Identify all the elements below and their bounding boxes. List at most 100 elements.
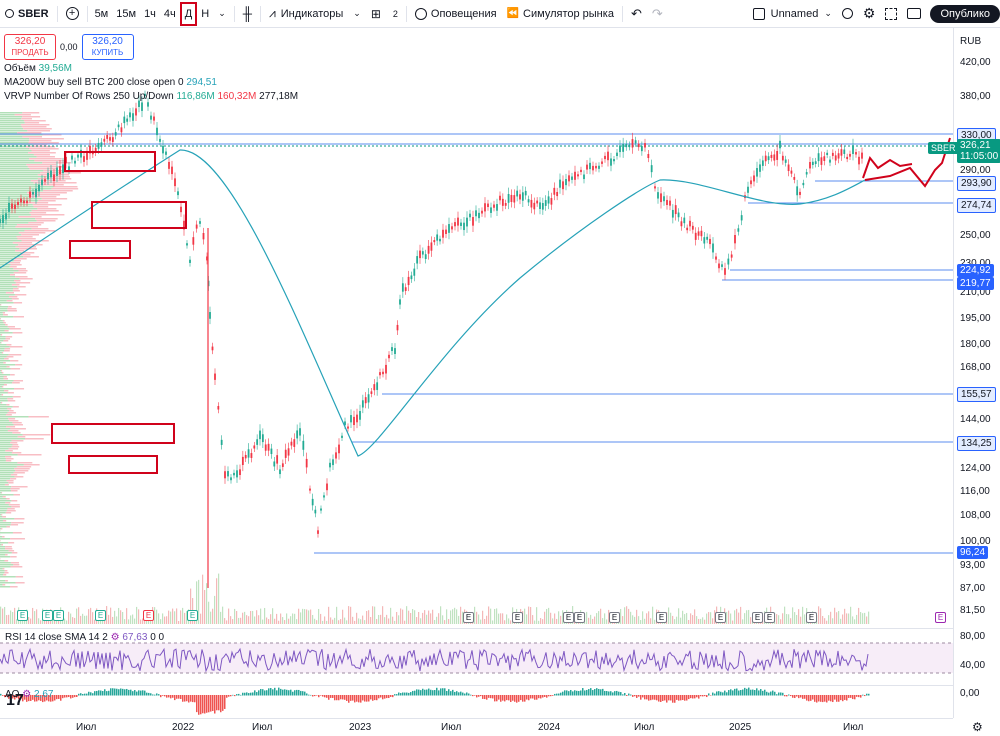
- ao-bar: [422, 688, 424, 696]
- rsi-pane[interactable]: RSI 14 close SMA 14 2 ⚙ 67,63 0 0: [0, 628, 953, 684]
- earnings-badge[interactable]: E: [143, 610, 154, 621]
- compare-button[interactable]: +: [61, 0, 84, 28]
- time-axis[interactable]: Июл 2022 Июл 2023 Июл 2024 Июл 2025 Июл: [0, 718, 953, 736]
- price-tick: 380,00: [960, 91, 991, 102]
- indicators-button[interactable]: ⩘ Индикаторы: [264, 0, 348, 28]
- timeframe-15m[interactable]: 15м: [116, 7, 137, 20]
- earnings-badge[interactable]: E: [53, 610, 64, 621]
- templates-button[interactable]: ⊞ 2: [366, 0, 403, 28]
- price-tick: 87,00: [960, 583, 986, 594]
- earnings-badge[interactable]: E: [764, 612, 775, 623]
- ao-bar: [372, 695, 374, 701]
- earnings-badge[interactable]: E: [95, 610, 106, 621]
- vrvp-legend[interactable]: VRVP Number Of Rows 250 Up/Down 116,86M …: [4, 91, 298, 102]
- earnings-badge[interactable]: E: [42, 610, 53, 621]
- settings-icon[interactable]: ⚙: [972, 720, 983, 734]
- candle-body: [296, 430, 299, 439]
- timeframe-day[interactable]: Д: [179, 1, 198, 26]
- timeframe-dropdown[interactable]: ⌄: [213, 0, 231, 28]
- earnings-badge[interactable]: E: [609, 612, 620, 623]
- quick-search-button[interactable]: [837, 0, 858, 28]
- chart-type-button[interactable]: ╫: [238, 0, 257, 28]
- sell-button[interactable]: 326,20 ПРОДАТЬ: [4, 34, 56, 60]
- ao-bar: [782, 692, 784, 696]
- ao-bar: [206, 695, 208, 713]
- volume-profile-up-bar: [0, 148, 30, 150]
- candle-body: [686, 227, 689, 231]
- redo-button[interactable]: ↷: [647, 0, 668, 28]
- volume-bar: [782, 613, 784, 624]
- candle-body: [547, 196, 550, 204]
- price-scale[interactable]: RUB 420,00 380,00 290,00 250,00 230,00 2…: [953, 28, 1000, 718]
- settings-button[interactable]: ⚙: [858, 0, 881, 28]
- replay-button[interactable]: ⏪ Симулятор рынка: [502, 0, 619, 28]
- rsi-value-3: 0: [158, 632, 165, 643]
- volume-profile-up-bar: [0, 128, 24, 130]
- ao-legend[interactable]: AO ⚙ 2,67: [5, 689, 53, 700]
- main-chart-pane[interactable]: [0, 28, 953, 624]
- earnings-badge[interactable]: E: [563, 612, 574, 623]
- buy-button[interactable]: 326,20 КУПИТЬ: [81, 34, 134, 60]
- rsi-legend[interactable]: RSI 14 close SMA 14 2 ⚙ 67,63 0 0: [5, 632, 164, 643]
- volume-profile-up-bar: [0, 274, 11, 276]
- volume-legend[interactable]: Объём 39,56M: [4, 63, 298, 74]
- ao-bar: [404, 692, 406, 696]
- timeframe-1h[interactable]: 1ч: [144, 7, 156, 20]
- undo-button[interactable]: ↶: [626, 0, 647, 28]
- candle-body: [373, 384, 376, 391]
- earnings-badge[interactable]: E: [574, 612, 585, 623]
- earnings-badge[interactable]: E: [935, 612, 946, 623]
- volume-bar: [166, 616, 168, 624]
- earnings-badge[interactable]: E: [656, 612, 667, 623]
- volume-profile-down-bar: [2, 496, 6, 498]
- earnings-badge[interactable]: E: [512, 612, 523, 623]
- timeframe-4h[interactable]: 4ч: [163, 7, 176, 20]
- volume-profile-up-bar: [0, 194, 31, 196]
- candle-body: [192, 237, 195, 245]
- volume-profile-up-bar: [0, 380, 14, 382]
- earnings-badge[interactable]: E: [715, 612, 726, 623]
- earnings-badge[interactable]: E: [17, 610, 28, 621]
- candle-body: [510, 194, 513, 202]
- symbol-search[interactable]: SBER: [0, 0, 54, 28]
- ao-bar: [596, 688, 598, 696]
- candle-body: [507, 194, 510, 203]
- ao-bar: [262, 689, 264, 696]
- ao-bar: [582, 688, 584, 696]
- ao-bar: [788, 694, 790, 696]
- earnings-badge[interactable]: E: [187, 610, 198, 621]
- currency-label[interactable]: RUB: [960, 36, 982, 47]
- volume-bar: [304, 609, 306, 624]
- timeframe-week[interactable]: Н: [201, 7, 210, 20]
- volume-profile-up-bar: [0, 350, 4, 352]
- volume-bar: [680, 617, 682, 624]
- volume-profile-up-bar: [0, 452, 12, 454]
- fullscreen-button[interactable]: [880, 0, 902, 28]
- volume-profile-down-bar: [34, 160, 67, 162]
- ao-bar: [320, 695, 322, 696]
- earnings-badge[interactable]: E: [806, 612, 817, 623]
- timeframe-5m[interactable]: 5м: [94, 7, 109, 20]
- ma-legend[interactable]: MA200W buy sell BTC 200 close open 0 294…: [4, 77, 298, 88]
- volume-profile-down-bar: [22, 434, 51, 436]
- layout-button[interactable]: Unnamed ⌄: [748, 0, 837, 28]
- volume-bar: [418, 611, 420, 624]
- tradingview-logo[interactable]: 17: [6, 692, 24, 709]
- price-chart[interactable]: [0, 28, 953, 624]
- publish-button[interactable]: Опублико: [930, 4, 1000, 23]
- snapshot-button[interactable]: [902, 0, 926, 28]
- earnings-badge[interactable]: E: [463, 612, 474, 623]
- volume-profile-down-bar: [33, 182, 77, 184]
- volume-profile-down-bar: [6, 356, 14, 358]
- indicators-dropdown[interactable]: ⌄: [348, 0, 366, 28]
- earnings-badge[interactable]: E: [752, 612, 763, 623]
- volume-profile-up-bar: [0, 182, 34, 184]
- ao-bar: [14, 695, 16, 700]
- candle-body: [493, 204, 495, 208]
- alerts-button[interactable]: Оповещения: [410, 0, 502, 28]
- ao-bar: [584, 690, 586, 696]
- ao-pane[interactable]: AO ⚙ 2,67: [0, 685, 953, 718]
- volume-bar: [238, 617, 240, 624]
- ao-bar: [726, 692, 728, 696]
- candle-body: [68, 166, 70, 171]
